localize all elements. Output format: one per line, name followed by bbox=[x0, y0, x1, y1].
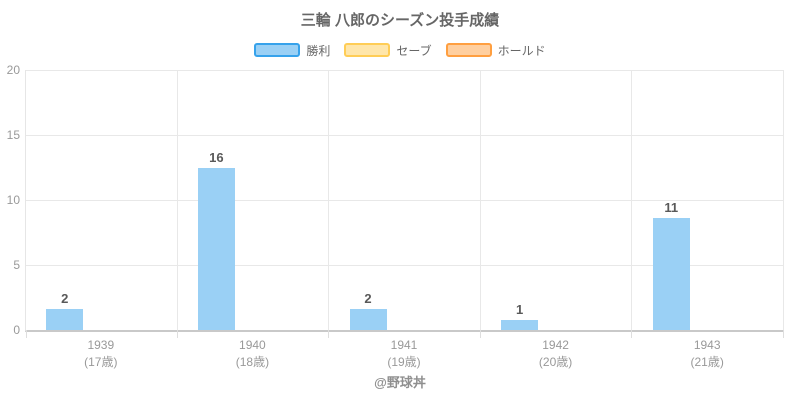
y-axis-tick-label: 20 bbox=[6, 63, 20, 77]
x-axis-tick bbox=[176, 330, 178, 338]
legend-label: ホールド bbox=[497, 43, 546, 58]
gridline-vertical bbox=[631, 70, 633, 330]
bar-value-label: 16 bbox=[209, 149, 224, 165]
gridline-vertical bbox=[328, 70, 330, 330]
legend-label: セーブ bbox=[396, 43, 432, 58]
x-axis-category-label: 1939 (17歳) bbox=[31, 337, 171, 371]
x-label-age: (19歳) bbox=[387, 355, 421, 369]
holds-swatch-icon bbox=[445, 43, 492, 57]
bar-wins-1943[interactable] bbox=[652, 218, 690, 330]
x-axis-category-label: 1940 (18歳) bbox=[182, 337, 322, 371]
x-label-age: (17歳) bbox=[84, 355, 118, 369]
legend-item-wins[interactable]: 勝利 bbox=[254, 42, 330, 59]
x-axis-tick bbox=[479, 330, 481, 338]
plot-area: 2 16 2 1 11 bbox=[25, 70, 784, 338]
y-axis-tick-label: 10 bbox=[6, 193, 20, 207]
wins-swatch-icon bbox=[254, 43, 301, 57]
y-axis-tick-label: 15 bbox=[6, 128, 20, 142]
bar-value-label: 2 bbox=[61, 291, 69, 307]
gridline-horizontal bbox=[26, 70, 784, 71]
x-axis-category-label: 1942 (20歳) bbox=[486, 337, 626, 371]
y-axis-tick-label: 5 bbox=[13, 258, 20, 272]
gridline-vertical bbox=[479, 70, 481, 330]
gridline-horizontal bbox=[26, 135, 784, 136]
x-label-age: (20歳) bbox=[538, 355, 573, 369]
x-axis-tick bbox=[26, 330, 27, 338]
x-label-year: 1941 bbox=[390, 338, 418, 352]
legend-item-holds[interactable]: ホールド bbox=[445, 42, 546, 59]
legend-item-saves[interactable]: セーブ bbox=[344, 42, 432, 59]
gridline-horizontal bbox=[26, 265, 784, 266]
y-axis-tick-label: 0 bbox=[13, 323, 20, 337]
x-label-year: 1943 bbox=[693, 338, 721, 352]
x-label-year: 1940 bbox=[239, 338, 266, 352]
x-label-age: (18歳) bbox=[235, 355, 270, 369]
bar-wins-1940[interactable] bbox=[197, 167, 235, 330]
x-label-year: 1939 bbox=[87, 338, 115, 352]
footer-credit: @野球丼 bbox=[374, 375, 426, 390]
x-axis-tick bbox=[328, 330, 330, 338]
gridline-vertical bbox=[783, 70, 784, 330]
chart-title: 三輪 八郎のシーズン投手成績 bbox=[300, 12, 500, 29]
gridline-vertical bbox=[176, 70, 178, 330]
bar-value-label: 11 bbox=[664, 200, 679, 216]
x-axis-category-label: 1943 (21歳) bbox=[637, 337, 777, 371]
gridline-horizontal bbox=[26, 200, 784, 201]
x-label-age: (21歳) bbox=[690, 355, 724, 369]
x-axis-tick bbox=[783, 330, 784, 338]
bar-wins-1939[interactable] bbox=[46, 309, 84, 330]
x-axis-tick bbox=[631, 330, 633, 338]
legend-label: 勝利 bbox=[306, 43, 331, 58]
bar-value-label: 2 bbox=[364, 291, 372, 307]
bar-wins-1941[interactable] bbox=[349, 309, 387, 330]
legend: 勝利 セーブ ホールド bbox=[0, 41, 800, 59]
saves-swatch-icon bbox=[344, 43, 391, 57]
bar-wins-1942[interactable] bbox=[501, 319, 539, 330]
bar-value-label: 1 bbox=[515, 301, 524, 317]
x-axis-category-label: 1941 (19歳) bbox=[334, 337, 474, 371]
x-label-year: 1942 bbox=[542, 338, 569, 352]
